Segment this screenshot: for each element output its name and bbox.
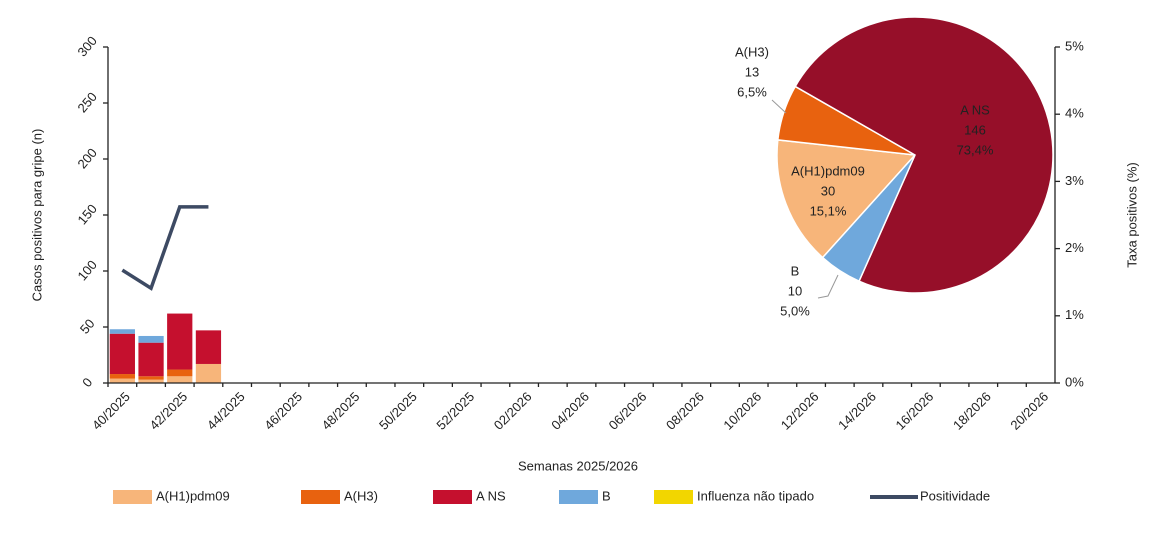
legend-swatch (559, 490, 598, 504)
x-tick-label: 40/2025 (89, 389, 133, 433)
y2-tick-label: 0% (1065, 374, 1084, 389)
legend-label: Positividade (920, 488, 990, 503)
bar (167, 313, 193, 370)
legend-label: Influenza não tipado (697, 488, 814, 503)
x-tick-label: 10/2026 (720, 389, 764, 433)
x-tick-label: 18/2026 (950, 389, 994, 433)
y-tick-label: 200 (74, 145, 99, 171)
bar (138, 376, 164, 380)
legend-swatch (433, 490, 472, 504)
x-tick-label: 06/2026 (606, 389, 650, 433)
bar (138, 379, 164, 383)
y-axis-label: Casos positivos para gripe (n) (29, 129, 44, 302)
x-tick-label: 08/2026 (663, 389, 707, 433)
x-axis-label: Semanas 2025/2026 (518, 458, 638, 473)
pie-value: 13 (745, 64, 759, 79)
bar (195, 330, 222, 364)
pie-value: 146 (964, 122, 986, 137)
x-tick-label: 44/2025 (204, 389, 248, 433)
legend-swatch (301, 490, 340, 504)
legend-swatch (113, 490, 152, 504)
bar (167, 376, 193, 383)
y-tick-label: 100 (74, 257, 99, 283)
pie-slice (776, 139, 917, 259)
pie-value: 10 (788, 283, 802, 298)
y2-tick-label: 4% (1065, 106, 1084, 121)
y2-tick-label: 5% (1065, 38, 1084, 53)
bar (109, 374, 135, 379)
pie-label: A NS (960, 102, 990, 117)
x-tick-label: 50/2025 (376, 389, 420, 433)
pie-label: A(H3) (735, 44, 769, 59)
y2-axis-label: Taxa positivos (%) (1124, 162, 1139, 267)
bar (109, 333, 135, 375)
legend-label: B (602, 488, 611, 503)
pie-percent: 15,1% (810, 203, 847, 218)
x-tick-label: 20/2026 (1007, 389, 1051, 433)
x-tick-label: 12/2026 (778, 389, 822, 433)
pie-label: A(H1)pdm09 (791, 163, 865, 178)
pie-slice (794, 16, 1054, 294)
pie-value: 30 (821, 183, 835, 198)
y-tick-label: 0 (79, 375, 95, 390)
bar (109, 329, 135, 334)
leader-line (771, 99, 787, 114)
legend-label: A NS (476, 488, 506, 503)
y-tick-label: 150 (74, 201, 99, 227)
x-tick-label: 02/2026 (491, 389, 535, 433)
pie-slice (821, 154, 916, 283)
y-tick-label: 300 (74, 33, 99, 59)
pie-percent: 6,5% (737, 84, 767, 99)
y2-tick-label: 1% (1065, 307, 1084, 322)
x-tick-label: 16/2026 (893, 389, 937, 433)
pie-label: B (791, 263, 800, 278)
legend-label: A(H1)pdm09 (156, 488, 230, 503)
x-tick-label: 42/2025 (146, 389, 190, 433)
y2-tick-label: 2% (1065, 240, 1084, 255)
bar (195, 363, 222, 383)
x-tick-label: 46/2025 (261, 389, 305, 433)
pie-percent: 73,4% (957, 142, 994, 157)
leader-line (817, 274, 839, 299)
x-tick-label: 14/2026 (835, 389, 879, 433)
bar (167, 369, 193, 377)
y-tick-label: 50 (77, 316, 98, 337)
x-tick-label: 52/2025 (433, 389, 477, 433)
line (121, 205, 209, 291)
bar (138, 342, 164, 377)
x-tick-label: 04/2026 (548, 389, 592, 433)
x-tick-label: 48/2025 (319, 389, 363, 433)
legend-swatch (654, 490, 693, 504)
legend-label: A(H3) (344, 488, 378, 503)
y2-tick-label: 3% (1065, 173, 1084, 188)
bar (109, 378, 135, 383)
pie-percent: 5,0% (780, 303, 810, 318)
y-tick-label: 250 (74, 89, 99, 115)
bar (138, 335, 164, 343)
